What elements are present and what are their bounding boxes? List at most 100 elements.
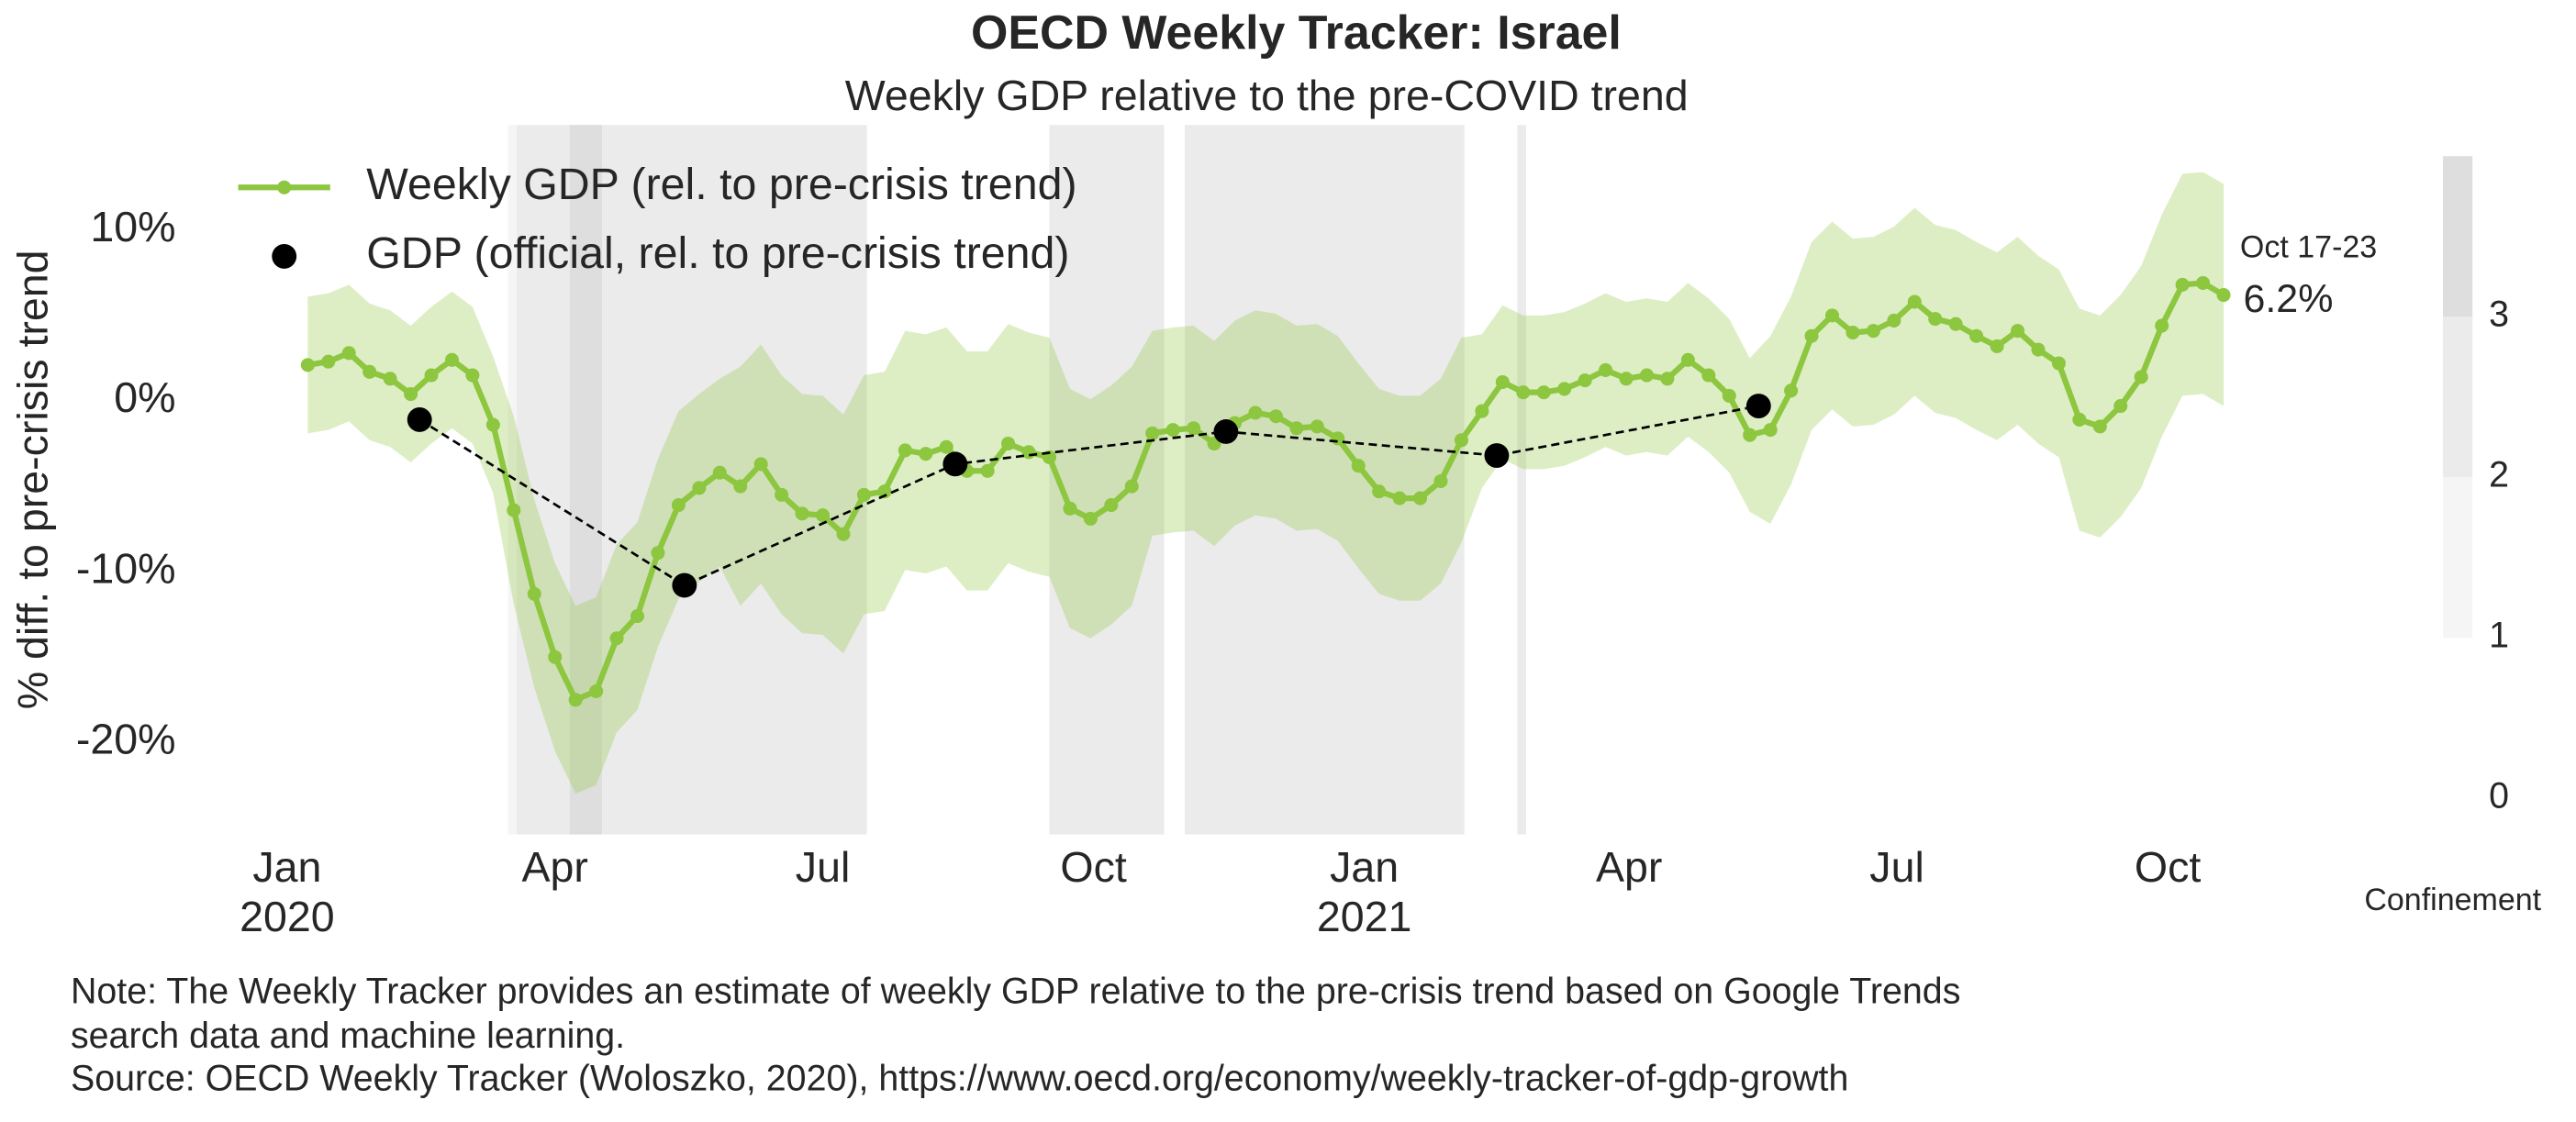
data-point bbox=[795, 506, 809, 521]
data-point bbox=[1413, 491, 1428, 505]
data-point bbox=[341, 346, 356, 361]
colorbar-tick-label: 3 bbox=[2489, 294, 2509, 335]
data-point bbox=[383, 372, 397, 386]
data-point bbox=[1289, 421, 1304, 436]
data-point bbox=[1268, 409, 1283, 424]
confinement-period bbox=[1184, 125, 1465, 835]
data-point bbox=[1969, 328, 1984, 343]
legend-swatch bbox=[277, 180, 292, 194]
data-point bbox=[877, 484, 892, 499]
data-point bbox=[856, 487, 871, 502]
y-tick-label: 0% bbox=[114, 373, 175, 421]
x-tick-label: Apr bbox=[1596, 843, 1662, 891]
data-point bbox=[898, 443, 912, 458]
data-point bbox=[2134, 370, 2148, 384]
data-point bbox=[980, 463, 995, 478]
data-point bbox=[2196, 275, 2211, 291]
data-point bbox=[1454, 433, 1468, 448]
x-tick-label: Jul bbox=[1869, 843, 1924, 891]
data-point bbox=[919, 447, 933, 461]
official-point bbox=[407, 407, 432, 432]
data-point bbox=[485, 417, 500, 432]
data-point bbox=[1887, 313, 1901, 328]
y-tick-label: -10% bbox=[76, 544, 176, 592]
data-point bbox=[1907, 294, 1922, 309]
data-point bbox=[568, 693, 583, 707]
data-point bbox=[300, 358, 315, 372]
series-line bbox=[307, 280, 2225, 703]
data-point bbox=[548, 650, 563, 664]
data-point bbox=[465, 368, 480, 383]
data-point bbox=[1145, 426, 1160, 440]
confinement-period bbox=[1049, 125, 1165, 835]
x-tick-label: 2020 bbox=[240, 893, 335, 940]
data-point bbox=[1536, 385, 1551, 400]
data-point bbox=[775, 487, 789, 502]
data-point bbox=[1722, 388, 1736, 403]
official-point bbox=[1484, 443, 1510, 468]
data-point bbox=[692, 481, 707, 495]
data-point bbox=[651, 546, 665, 561]
data-point bbox=[1866, 324, 1880, 339]
data-point bbox=[2092, 419, 2107, 434]
y-tick-label: -20% bbox=[76, 716, 176, 763]
data-point bbox=[1001, 436, 1016, 451]
plot-layer bbox=[300, 172, 2231, 794]
chart-title: OECD Weekly Tracker: Israel bbox=[971, 6, 1622, 60]
x-tick-label: Apr bbox=[522, 843, 588, 891]
data-point bbox=[1619, 372, 1634, 386]
official-line bbox=[418, 405, 1759, 587]
x-tick-label: Jan bbox=[252, 843, 321, 891]
confinement-period bbox=[507, 125, 518, 835]
data-point bbox=[1660, 372, 1675, 386]
data-point bbox=[1639, 368, 1654, 383]
data-point bbox=[1804, 328, 1819, 343]
colorbar-segment bbox=[2442, 156, 2473, 317]
data-point bbox=[1063, 501, 1077, 516]
confinement-period bbox=[569, 125, 603, 835]
data-point bbox=[1124, 479, 1139, 494]
data-point bbox=[1557, 382, 1572, 396]
confinement-period bbox=[1517, 125, 1526, 835]
data-point bbox=[1680, 352, 1695, 367]
data-point bbox=[2113, 399, 2128, 414]
data-point bbox=[589, 683, 604, 698]
x-tick-label: Jan bbox=[1330, 843, 1399, 891]
official-point bbox=[672, 572, 697, 598]
data-point bbox=[1187, 421, 1201, 436]
data-point bbox=[1495, 374, 1510, 389]
data-point bbox=[1433, 473, 1448, 488]
data-point bbox=[1516, 385, 1531, 400]
data-point bbox=[630, 609, 645, 624]
data-point bbox=[1475, 404, 1489, 418]
data-point bbox=[753, 457, 768, 472]
confinement-period bbox=[517, 125, 570, 835]
data-point bbox=[609, 631, 624, 646]
y-axis-label: % diff. to pre-crisis trend bbox=[9, 250, 57, 709]
colorbar-segment bbox=[2442, 317, 2473, 478]
annotation-date: Oct 17-23 bbox=[2240, 229, 2377, 264]
colorbar-tick-label: 2 bbox=[2489, 455, 2509, 495]
annotation-value: 6.2% bbox=[2243, 277, 2333, 321]
data-point bbox=[2031, 342, 2046, 357]
data-point bbox=[1392, 491, 1407, 505]
data-point bbox=[1824, 308, 1840, 323]
y-tick-label: 10% bbox=[90, 203, 175, 250]
data-point bbox=[507, 503, 521, 517]
data-point bbox=[1578, 373, 1592, 388]
data-point bbox=[2011, 324, 2025, 339]
note: search data and machine learning. bbox=[71, 1016, 625, 1056]
confidence-band bbox=[307, 172, 2225, 794]
data-point bbox=[2216, 288, 2231, 303]
data-point bbox=[836, 527, 851, 541]
data-point bbox=[1083, 511, 1098, 526]
data-point bbox=[1928, 312, 1943, 327]
data-point bbox=[1763, 423, 1778, 438]
confinement-layer bbox=[507, 125, 1526, 835]
data-point bbox=[816, 508, 831, 523]
x-tick-label: 2021 bbox=[1317, 893, 1412, 940]
data-point bbox=[2051, 356, 2066, 371]
data-point bbox=[404, 386, 418, 402]
data-point bbox=[1784, 383, 1799, 398]
